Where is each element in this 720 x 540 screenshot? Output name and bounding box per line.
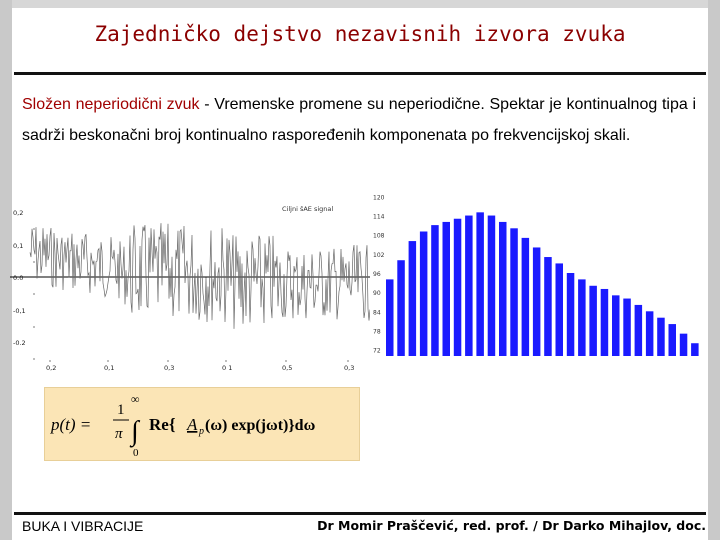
- spectrum-bar: [668, 324, 676, 356]
- body-paragraph: Složen neperiodični zvuk - Vremenske pro…: [22, 89, 696, 151]
- spectrum-bar: [566, 273, 575, 356]
- frame-right-border: [708, 0, 720, 540]
- spectrum-bar: [544, 257, 552, 356]
- waveform-y-tick-label: -0,1: [13, 307, 26, 315]
- waveform-x-tick-label: 0,3: [164, 364, 174, 372]
- formula-a-sub: p: [198, 426, 204, 437]
- spectrum-y-tick-label: 108: [373, 233, 385, 240]
- spectrum-bar: [657, 317, 665, 356]
- spectrum-bar: [419, 231, 428, 356]
- formula-a: A: [186, 415, 198, 434]
- spectrum-bar: [499, 221, 507, 356]
- formula-box: p(t) = 1 π ∞ ∫ 0 Re{ A p (ω) exp(jωt)}dω: [44, 387, 360, 461]
- spectrum-bar: [589, 285, 597, 356]
- spectrum-bar: [645, 311, 654, 356]
- waveform-x-tick-label: 0,1: [104, 364, 114, 372]
- formula-coef-den: π: [115, 426, 123, 442]
- spectrum-y-tick-label: 120: [373, 194, 385, 201]
- formula-lhs: p(t) =: [50, 415, 91, 434]
- formula-re: Re{: [149, 415, 176, 434]
- spectrum-y-tick-label: 90: [373, 290, 381, 297]
- spectrum-bar: [386, 279, 394, 356]
- formula-coef-num: 1: [117, 402, 125, 418]
- spectrum-bar: [476, 212, 484, 356]
- spectrum-y-tick-label: 102: [373, 252, 385, 259]
- spectrum-bar: [408, 241, 417, 356]
- spectrum-bar: [691, 343, 699, 356]
- spectrum-bars: [386, 212, 699, 356]
- footer-course: BUKA I VIBRACIJE: [22, 518, 144, 534]
- waveform-x-tick-label: 0 1: [222, 364, 232, 372]
- slide-title: Zajedničko dejstvo nezavisnih izvora zvu…: [94, 22, 626, 46]
- spectrum-y-ticks: 120 114 108 102 96 90 84 78 72: [373, 194, 385, 354]
- spectrum-bar: [453, 218, 462, 356]
- body-text: - Vremenske promene su neperiodične. Spe…: [22, 96, 696, 144]
- footer-divider: [14, 512, 706, 515]
- waveform-series: [29, 223, 370, 329]
- spectrum-bar: [487, 215, 496, 356]
- spectrum-bar: [578, 279, 586, 356]
- integral-sign: ∫: [129, 416, 141, 448]
- footer-authors: Dr Momir Praščević, red. prof. / Dr Dark…: [317, 518, 706, 533]
- spectrum-bar: [521, 237, 530, 356]
- waveform-y-tick-label: 0.0: [13, 274, 23, 282]
- waveform-x-ticks: 0,2 0,1 0,3 0 1 0,5 0,3: [46, 360, 354, 372]
- spectrum-bar: [679, 333, 688, 356]
- waveform-x-tick-label: 0,2: [46, 364, 56, 372]
- frame-left-border: [0, 0, 12, 540]
- spectrum-y-tick-label: 96: [373, 271, 381, 278]
- waveform-y-tick-label: -0.2: [13, 339, 26, 347]
- spectrum-bar: [431, 225, 439, 356]
- integral-lower-limit: 0: [133, 447, 139, 459]
- body-highlight: Složen neperiodični zvuk: [22, 96, 200, 113]
- spectrum-bar: [600, 288, 609, 356]
- waveform-legend: Ciljni šAE signal: [282, 205, 333, 213]
- waveform-y-ticks: 0,2 0,1 0.0 -0,1 -0.2: [13, 209, 35, 360]
- integral-upper-limit: ∞: [131, 392, 140, 406]
- waveform-x-tick-label: 0,5: [282, 364, 292, 372]
- spectrum-bar: [465, 215, 473, 356]
- formula-rest: (ω) exp(jωt)}dω: [205, 417, 316, 434]
- spectrum-bar: [612, 295, 620, 356]
- waveform-y-tick-label: 0,1: [13, 242, 23, 250]
- waveform-chart: Ciljni šAE signal 0,20,10.0-0,1-0.2 0,2 0…: [10, 205, 370, 372]
- waveform-y-tick-label: 0,2: [13, 209, 23, 217]
- spectrum-chart: 120 114 108 102 96 90 84 78 72: [373, 194, 699, 356]
- spectrum-bar: [623, 298, 631, 356]
- spectrum-y-tick-label: 78: [373, 328, 381, 335]
- spectrum-bar: [555, 263, 563, 356]
- spectrum-y-tick-label: 84: [373, 309, 381, 316]
- frame-top-border: [0, 0, 720, 8]
- spectrum-bar: [510, 228, 518, 356]
- spectrum-bar: [442, 221, 450, 356]
- spectrum-bar: [397, 260, 405, 356]
- spectrum-y-tick-label: 72: [373, 348, 381, 355]
- spectrum-bar: [532, 247, 541, 356]
- spectrum-bar: [634, 304, 643, 356]
- spectrum-y-tick-label: 114: [373, 214, 385, 221]
- title-divider: [14, 72, 706, 75]
- waveform-x-tick-label: 0,3: [344, 364, 354, 372]
